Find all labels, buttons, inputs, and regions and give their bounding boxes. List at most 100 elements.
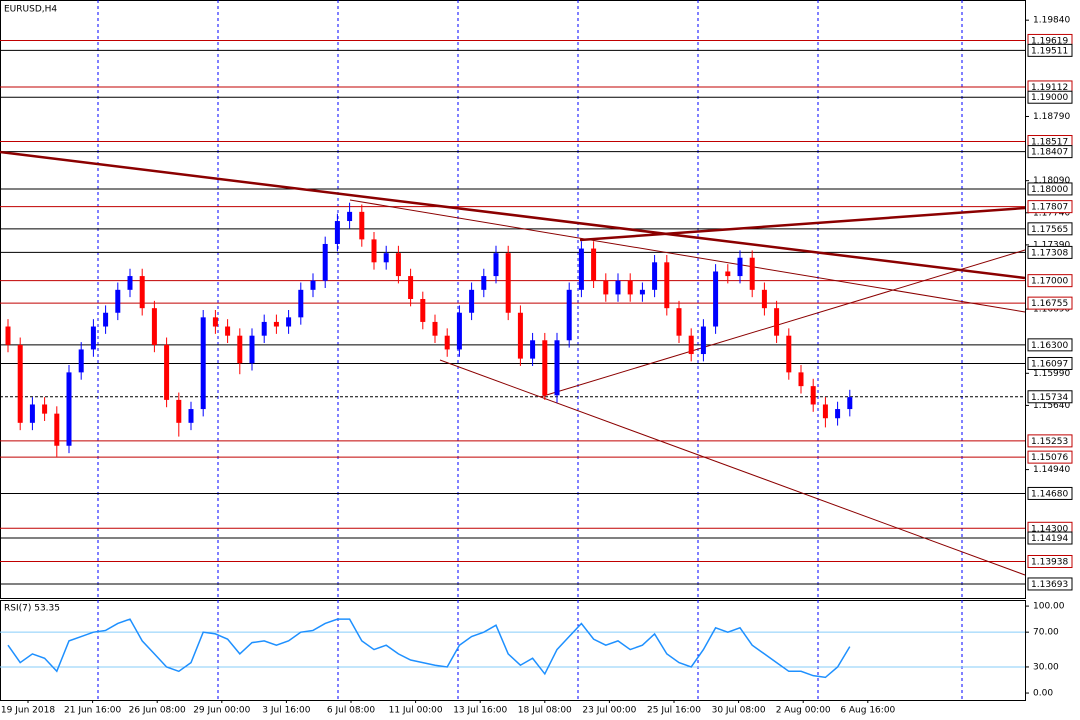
candle-body bbox=[664, 262, 670, 309]
candle-body bbox=[810, 386, 816, 405]
level-box bbox=[1027, 390, 1073, 404]
level-box bbox=[1027, 222, 1073, 236]
x-tick-label: 21 Jun 16:00 bbox=[64, 706, 121, 716]
level-label: 1.19511 bbox=[1031, 46, 1068, 56]
candle-body bbox=[542, 340, 548, 396]
candle-body bbox=[469, 289, 475, 313]
level-label: 1.19619 bbox=[1031, 36, 1068, 46]
candle-body bbox=[591, 248, 597, 281]
candle-body bbox=[615, 280, 621, 295]
level-label: 1.19000 bbox=[1031, 93, 1068, 103]
x-tick-label: 6 Aug 16:00 bbox=[840, 706, 895, 716]
x-tick-label: 26 Jun 08:00 bbox=[129, 706, 186, 716]
candle-body bbox=[298, 289, 304, 318]
candle-body bbox=[481, 276, 487, 290]
rsi-panel bbox=[0, 600, 1026, 701]
x-tick-label: 13 Jul 16:00 bbox=[453, 706, 507, 716]
rsi-line bbox=[7, 618, 851, 679]
level-box bbox=[1027, 245, 1073, 259]
rsi-label: RSI(7) 53.35 bbox=[4, 604, 60, 614]
candle-body bbox=[127, 276, 133, 290]
x-tick-label: 29 Jun 00:00 bbox=[193, 706, 250, 716]
candle-body bbox=[310, 280, 316, 290]
candle-body bbox=[603, 280, 609, 295]
x-tick-label: 3 Jul 16:00 bbox=[262, 706, 311, 716]
x-tick-label: 25 Jul 16:00 bbox=[647, 706, 701, 716]
level-box bbox=[1027, 338, 1073, 352]
candle-body bbox=[200, 317, 206, 410]
level-box bbox=[1027, 43, 1073, 57]
candle-body bbox=[164, 344, 170, 400]
level-label: 1.15076 bbox=[1031, 453, 1068, 463]
candle-body bbox=[639, 289, 645, 295]
level-box bbox=[1027, 200, 1073, 214]
candle-body bbox=[237, 335, 243, 364]
candle-body bbox=[725, 271, 731, 277]
level-box bbox=[1027, 486, 1073, 500]
candle-body bbox=[103, 312, 109, 327]
x-tick-label: 30 Jul 08:00 bbox=[712, 706, 766, 716]
axis: 1.198401.187901.180901.177401.173901.166… bbox=[0, 16, 1073, 716]
level-label: 1.16755 bbox=[1031, 299, 1068, 309]
candle-body bbox=[225, 326, 231, 336]
candle-body bbox=[66, 372, 72, 446]
candle-body bbox=[395, 253, 401, 277]
x-tick-label: 18 Jul 08:00 bbox=[518, 706, 572, 716]
y-tick-label: 1.17390 bbox=[1033, 240, 1070, 250]
x-tick-label: 11 Jul 00:00 bbox=[389, 706, 443, 716]
candle-body bbox=[408, 276, 414, 299]
candle-body bbox=[261, 321, 267, 336]
level-label: 1.19112 bbox=[1031, 83, 1068, 93]
level-label: 1.14680 bbox=[1031, 489, 1068, 499]
candle-body bbox=[749, 257, 755, 290]
levels bbox=[0, 39, 1025, 585]
candle-body bbox=[420, 299, 426, 322]
candle-body bbox=[286, 317, 292, 327]
level-box bbox=[1027, 450, 1073, 464]
level-label: 1.17807 bbox=[1031, 203, 1068, 213]
candles bbox=[5, 202, 853, 457]
candle-body bbox=[822, 404, 828, 419]
candle-body bbox=[212, 317, 218, 327]
candle-body bbox=[688, 335, 694, 355]
rsi-tick-label: 100.00 bbox=[1033, 602, 1065, 612]
candle-body bbox=[432, 321, 438, 336]
candle-body bbox=[322, 243, 328, 281]
level-label: 1.17000 bbox=[1031, 277, 1068, 287]
candle-body bbox=[78, 349, 84, 373]
level-label: 1.15734 bbox=[1031, 393, 1068, 403]
candle-body bbox=[700, 326, 706, 355]
candle-body bbox=[139, 276, 145, 309]
level-label: 1.16097 bbox=[1031, 359, 1068, 369]
candle-body bbox=[517, 312, 523, 359]
level-box bbox=[1027, 434, 1073, 448]
candle-body bbox=[652, 262, 658, 290]
level-box bbox=[1027, 145, 1073, 159]
rsi-tick-label: 0.00 bbox=[1033, 689, 1053, 699]
candle-body bbox=[444, 335, 450, 350]
candle-body bbox=[176, 399, 182, 423]
candle-body bbox=[713, 271, 719, 327]
candle-body bbox=[566, 289, 572, 341]
candle-body bbox=[17, 344, 23, 423]
level-label: 1.18517 bbox=[1031, 138, 1068, 148]
candle-body bbox=[359, 211, 365, 240]
trend-lines bbox=[0, 150, 1026, 576]
x-tick-label: 23 Jul 00:00 bbox=[582, 706, 636, 716]
rsi-tick-label: 70.00 bbox=[1033, 628, 1059, 638]
candle-body bbox=[493, 253, 499, 277]
x-tick-label: 19 Jun 2018 bbox=[1, 706, 55, 716]
level-label: 1.17308 bbox=[1031, 248, 1068, 258]
level-box bbox=[1027, 296, 1073, 310]
candle-body bbox=[5, 326, 11, 345]
y-tick-label: 1.18790 bbox=[1033, 112, 1070, 122]
level-label: 1.14300 bbox=[1031, 524, 1068, 534]
candle-body bbox=[42, 404, 48, 414]
level-box bbox=[1027, 356, 1073, 370]
price-panel bbox=[0, 0, 1026, 599]
candle-body bbox=[151, 308, 157, 345]
vertical-grid bbox=[97, 0, 963, 700]
candle-body bbox=[627, 280, 633, 295]
y-tick-label: 1.17740 bbox=[1033, 208, 1070, 218]
